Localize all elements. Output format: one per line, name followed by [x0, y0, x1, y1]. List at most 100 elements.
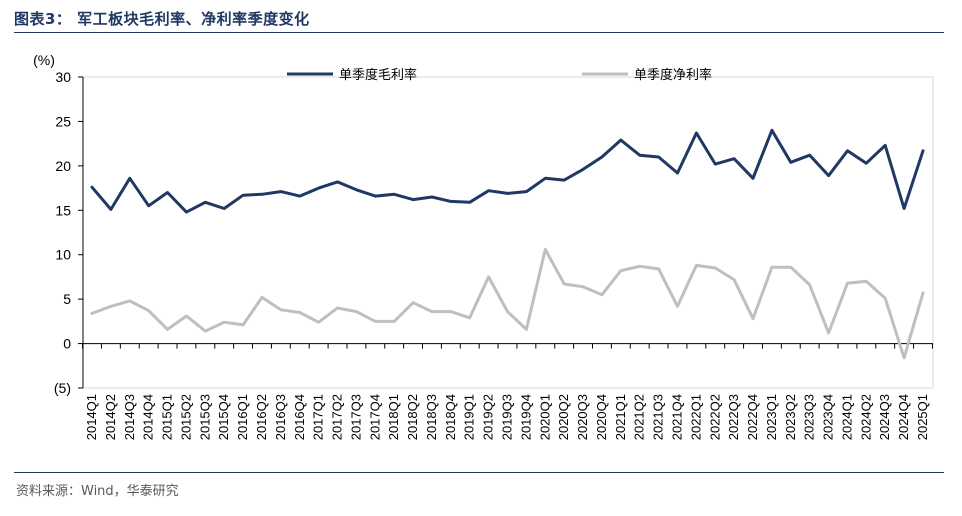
x-tick-label: 2018Q2 — [405, 394, 420, 440]
data-point — [298, 311, 301, 314]
data-point — [714, 266, 717, 270]
x-tick-label: 2025Q1 — [915, 394, 930, 440]
x-tick-label: 2020Q2 — [556, 394, 571, 440]
legend-label: 单季度毛利率 — [339, 67, 417, 83]
plot-area-frame — [82, 76, 934, 389]
data-point — [336, 306, 339, 310]
x-tick-label: 2016Q2 — [254, 394, 269, 440]
data-point — [109, 305, 113, 308]
x-tick-label: 2019Q3 — [500, 394, 515, 440]
data-point — [355, 310, 358, 313]
x-tick-label: 2024Q4 — [896, 394, 911, 440]
data-point — [317, 186, 320, 190]
x-tick-label: 2020Q3 — [575, 394, 590, 440]
x-tick-label: 2018Q3 — [424, 394, 439, 440]
x-tick-label: 2014Q1 — [84, 394, 99, 440]
data-point — [260, 296, 264, 299]
x-tick-label: 2018Q4 — [443, 394, 458, 440]
data-point — [317, 321, 320, 324]
data-point — [147, 204, 150, 208]
y-axis: 30 25 20 15 10 5 0 (5) — [54, 69, 84, 396]
x-tick-label: 2020Q4 — [594, 394, 609, 440]
data-point — [468, 316, 471, 320]
data-point — [525, 328, 528, 331]
data-point — [430, 310, 434, 313]
series-layer — [90, 128, 925, 360]
data-point — [147, 309, 150, 312]
y-tick-label: 0 — [63, 336, 71, 352]
data-point — [657, 267, 660, 271]
data-point — [185, 210, 188, 214]
data-point — [374, 194, 377, 198]
x-tick-label: 2017Q3 — [348, 394, 363, 440]
data-point — [223, 207, 226, 210]
data-point — [789, 265, 792, 269]
data-point — [336, 180, 339, 184]
data-point — [808, 283, 811, 287]
data-point — [676, 171, 679, 175]
x-tick-label: 2021Q4 — [669, 394, 684, 440]
data-point — [90, 185, 94, 189]
data-point — [468, 201, 471, 204]
x-tick-label: 2021Q1 — [613, 394, 628, 440]
x-tick-label: 2016Q1 — [235, 394, 250, 440]
data-point — [846, 281, 849, 285]
data-point — [676, 305, 679, 308]
x-tick-label: 2014Q3 — [122, 394, 137, 440]
data-point — [411, 301, 415, 304]
legend-label: 单季度净利率 — [634, 67, 712, 83]
x-tick-label: 2018Q1 — [386, 394, 401, 440]
data-point — [185, 314, 188, 318]
data-point — [109, 208, 113, 211]
x-tick-label: 2017Q1 — [311, 394, 326, 440]
x-tick-label: 2022Q3 — [726, 394, 741, 440]
data-point — [865, 280, 868, 283]
data-point — [544, 177, 547, 180]
data-point — [902, 356, 906, 359]
x-tick-label: 2024Q3 — [877, 394, 892, 440]
data-point — [638, 153, 641, 157]
data-point — [714, 162, 717, 166]
y-tick-label: (5) — [54, 380, 71, 396]
x-tick-label: 2014Q2 — [103, 394, 118, 440]
y-tick-label: 15 — [55, 202, 71, 218]
data-point — [279, 308, 283, 312]
footer-rule — [14, 472, 944, 473]
x-tick-label: 2023Q4 — [821, 394, 836, 440]
data-point — [298, 194, 301, 198]
x-tick-label: 2022Q4 — [745, 394, 760, 440]
x-tick-label: 2021Q3 — [651, 394, 666, 440]
series-line-net-margin — [90, 247, 925, 360]
data-point — [241, 323, 245, 327]
data-point — [487, 275, 490, 279]
y-tick-label: 5 — [63, 291, 71, 307]
data-point — [619, 138, 623, 142]
x-tick-label: 2024Q2 — [858, 394, 873, 440]
data-point — [411, 198, 415, 201]
x-tick-label: 2022Q1 — [688, 394, 703, 440]
y-tick-label: 30 — [55, 69, 71, 85]
data-point — [355, 188, 358, 192]
x-tick-label: 2016Q3 — [273, 394, 288, 440]
data-point — [562, 178, 566, 182]
data-point — [430, 195, 434, 199]
x-tick-label: 2021Q2 — [632, 394, 647, 440]
data-point — [695, 264, 698, 267]
data-point — [619, 269, 623, 272]
data-point — [695, 131, 698, 135]
data-point — [581, 168, 585, 171]
x-tick-label: 2014Q4 — [141, 394, 156, 440]
data-point — [525, 190, 528, 193]
data-point — [770, 265, 774, 269]
x-tick-label: 2015Q4 — [216, 394, 231, 440]
x-tick-label: 2019Q2 — [481, 394, 496, 440]
data-point — [506, 310, 509, 313]
x-tick-label: 2019Q1 — [462, 394, 477, 440]
x-tick-label: 2017Q4 — [367, 394, 382, 440]
data-point — [392, 193, 396, 196]
data-point — [846, 149, 849, 152]
data-point — [544, 248, 547, 251]
data-point — [562, 282, 566, 286]
data-point — [166, 191, 169, 194]
